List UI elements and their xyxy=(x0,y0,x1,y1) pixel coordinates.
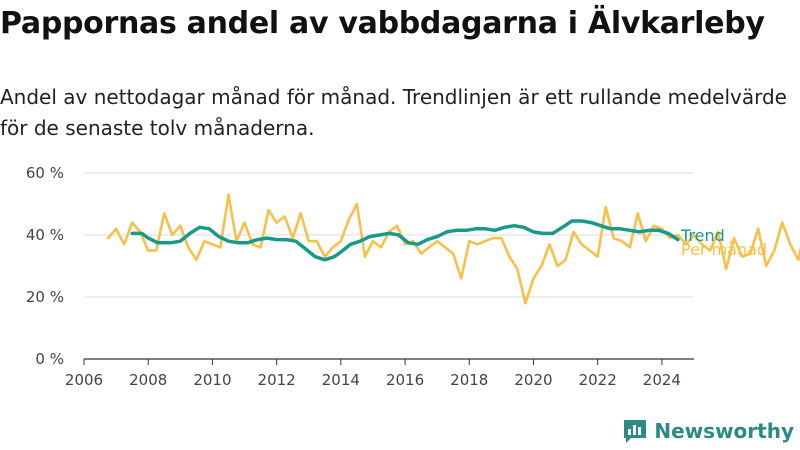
y-tick-label: 0 % xyxy=(35,350,64,368)
line-chart: 0 % 20 % 40 % 60 % 2006 2008 2010 2012 2014 2016 2… xyxy=(26,164,800,389)
y-tick-label: 60 % xyxy=(26,164,64,182)
x-tick-label: 2006 xyxy=(65,371,103,389)
x-tick-label: 2014 xyxy=(322,371,360,389)
trend-line xyxy=(130,219,680,262)
trend-series-label: Trend xyxy=(680,226,725,245)
x-tick-label: 2020 xyxy=(514,371,552,389)
chart-title: Pappornas andel av vabbdagarna i Älvkarl… xyxy=(0,6,765,41)
monthly-line xyxy=(106,193,800,305)
series-layer xyxy=(106,193,800,305)
monthly-series-label: Per månad xyxy=(681,240,767,259)
x-tick-label: 2008 xyxy=(129,371,167,389)
x-tick-label: 2016 xyxy=(386,371,424,389)
chart-subtitle: Andel av nettodagar månad för månad. Tre… xyxy=(0,85,787,140)
x-tick-label: 2022 xyxy=(579,371,617,389)
y-tick-label: 40 % xyxy=(26,226,64,244)
x-tick-label: 2012 xyxy=(258,371,296,389)
x-tick-label: 2018 xyxy=(450,371,488,389)
brand-name: Newsworthy xyxy=(654,419,794,443)
bar-chart-logo-icon xyxy=(624,420,647,443)
y-tick-label: 20 % xyxy=(26,288,64,306)
x-tick-label: 2024 xyxy=(643,371,681,389)
axis-layer: 0 % 20 % 40 % 60 % 2006 2008 2010 2012 2014 2016 2… xyxy=(26,164,694,389)
x-tick-label: 2010 xyxy=(193,371,231,389)
brand: Newsworthy xyxy=(622,418,794,444)
